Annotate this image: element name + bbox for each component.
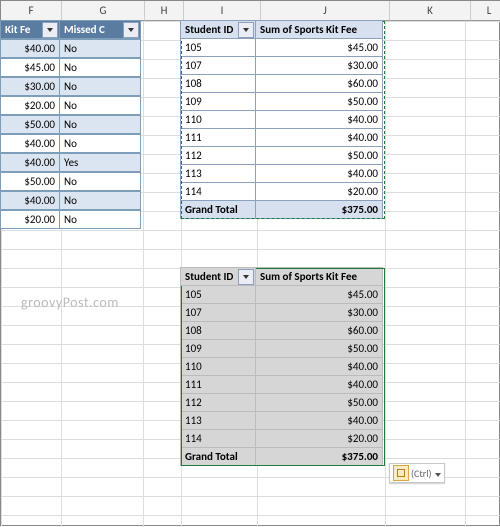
filter-dropdown-icon[interactable] (123, 22, 139, 38)
fee-cell[interactable]: $45.00 (0, 58, 60, 77)
grand-total-label[interactable]: Grand Total (180, 447, 256, 466)
fee-cell[interactable]: $50.00 (0, 115, 60, 134)
left-header-cell[interactable]: Kit Fe (0, 20, 60, 39)
chevron-down-icon (432, 467, 441, 480)
pivot-id-cell[interactable]: 108 (180, 321, 256, 340)
pivot-value-cell[interactable]: $30.00 (255, 56, 383, 75)
pivot-value-cell[interactable]: $40.00 (255, 411, 383, 430)
pivot-id-cell[interactable]: 112 (180, 146, 256, 165)
pivot-id-cell[interactable]: 113 (180, 164, 256, 183)
missed-cell[interactable]: No (59, 210, 141, 229)
grand-total-value[interactable]: $375.00 (255, 200, 383, 219)
missed-cell[interactable]: No (59, 191, 141, 210)
pivot-value-cell[interactable]: $40.00 (255, 128, 383, 147)
pivot-id-cell[interactable]: 111 (180, 128, 256, 147)
pivot-value-cell[interactable]: $60.00 (255, 321, 383, 340)
pivot-id-cell[interactable]: 110 (180, 110, 256, 129)
left-header-cell[interactable]: Missed C (59, 20, 141, 39)
pivot-value-cell[interactable]: $45.00 (255, 285, 383, 304)
pivot-id-cell[interactable]: 110 (180, 357, 256, 376)
grand-total-value[interactable]: $375.00 (255, 447, 383, 466)
column-header[interactable]: G (62, 1, 145, 21)
pivot-value-cell[interactable]: $20.00 (255, 429, 383, 448)
column-header[interactable]: F (1, 1, 62, 21)
pivot-id-cell[interactable]: 114 (180, 182, 256, 201)
pivot-header-cell[interactable]: Sum of Sports Kit Fee (255, 267, 383, 286)
missed-cell[interactable]: No (59, 77, 141, 96)
missed-cell[interactable]: No (59, 172, 141, 191)
missed-cell[interactable]: Yes (59, 153, 141, 172)
fee-cell[interactable]: $40.00 (0, 191, 60, 210)
missed-cell[interactable]: No (59, 96, 141, 115)
filter-dropdown-icon[interactable] (42, 22, 58, 38)
pivot-id-cell[interactable]: 105 (180, 38, 256, 57)
grand-total-label[interactable]: Grand Total (180, 200, 256, 219)
pivot-value-cell[interactable]: $45.00 (255, 38, 383, 57)
pivot-id-cell[interactable]: 114 (180, 429, 256, 448)
pivot-header-cell[interactable]: Student ID (180, 20, 256, 39)
pivot-id-cell[interactable]: 112 (180, 393, 256, 412)
fee-cell[interactable]: $20.00 (0, 210, 60, 229)
column-header[interactable]: K (390, 1, 471, 21)
column-header[interactable]: I (184, 1, 261, 21)
pivot-value-cell[interactable]: $20.00 (255, 182, 383, 201)
pivot-value-cell[interactable]: $50.00 (255, 339, 383, 358)
watermark: groovyPost.com (21, 294, 119, 311)
paste-icon (393, 465, 409, 481)
fee-cell[interactable]: $40.00 (0, 153, 60, 172)
pivot-value-cell[interactable]: $40.00 (255, 110, 383, 129)
pivot-value-cell[interactable]: $50.00 (255, 393, 383, 412)
missed-cell[interactable]: No (59, 134, 141, 153)
column-header-row: FGHIJKL (1, 1, 499, 21)
missed-cell[interactable]: No (59, 39, 141, 58)
pivot-value-cell[interactable]: $50.00 (255, 146, 383, 165)
paste-options-chip[interactable]: (Ctrl) (389, 463, 445, 483)
column-header[interactable]: H (145, 1, 184, 21)
left-data-table: Kit FeMissed C$40.00No$45.00No$30.00No$2… (1, 21, 143, 230)
pivot-id-cell[interactable]: 113 (180, 411, 256, 430)
fee-cell[interactable]: $40.00 (0, 39, 60, 58)
pivot-id-cell[interactable]: 108 (180, 74, 256, 93)
pivot-value-cell[interactable]: $50.00 (255, 92, 383, 111)
pivot-value-cell[interactable]: $40.00 (255, 357, 383, 376)
pivot-header-cell[interactable]: Sum of Sports Kit Fee (255, 20, 383, 39)
column-header[interactable]: L (471, 1, 500, 21)
pivot-value-cell[interactable]: $60.00 (255, 74, 383, 93)
fee-cell[interactable]: $20.00 (0, 96, 60, 115)
ctrl-label: (Ctrl) (411, 467, 432, 480)
filter-dropdown-icon[interactable] (238, 22, 254, 38)
spreadsheet-grid: Kit FeMissed C$40.00No$45.00No$30.00No$2… (1, 21, 500, 527)
pivot-id-cell[interactable]: 109 (180, 339, 256, 358)
pasted-table: Student IDSum of Sports Kit Fee105$45.00… (181, 268, 385, 466)
fee-cell[interactable]: $30.00 (0, 77, 60, 96)
pivot-value-cell[interactable]: $40.00 (255, 375, 383, 394)
pivot-id-cell[interactable]: 105 (180, 285, 256, 304)
column-header[interactable]: J (261, 1, 390, 21)
filter-dropdown-icon[interactable] (238, 269, 254, 285)
missed-cell[interactable]: No (59, 115, 141, 134)
pivot-id-cell[interactable]: 107 (180, 56, 256, 75)
fee-cell[interactable]: $40.00 (0, 134, 60, 153)
pivot-header-cell[interactable]: Student ID (180, 267, 256, 286)
pivot-id-cell[interactable]: 111 (180, 375, 256, 394)
fee-cell[interactable]: $50.00 (0, 172, 60, 191)
pivot-value-cell[interactable]: $40.00 (255, 164, 383, 183)
pivot-id-cell[interactable]: 109 (180, 92, 256, 111)
pivot-table: Student IDSum of Sports Kit Fee105$45.00… (181, 21, 385, 219)
pivot-value-cell[interactable]: $30.00 (255, 303, 383, 322)
pivot-id-cell[interactable]: 107 (180, 303, 256, 322)
missed-cell[interactable]: No (59, 58, 141, 77)
